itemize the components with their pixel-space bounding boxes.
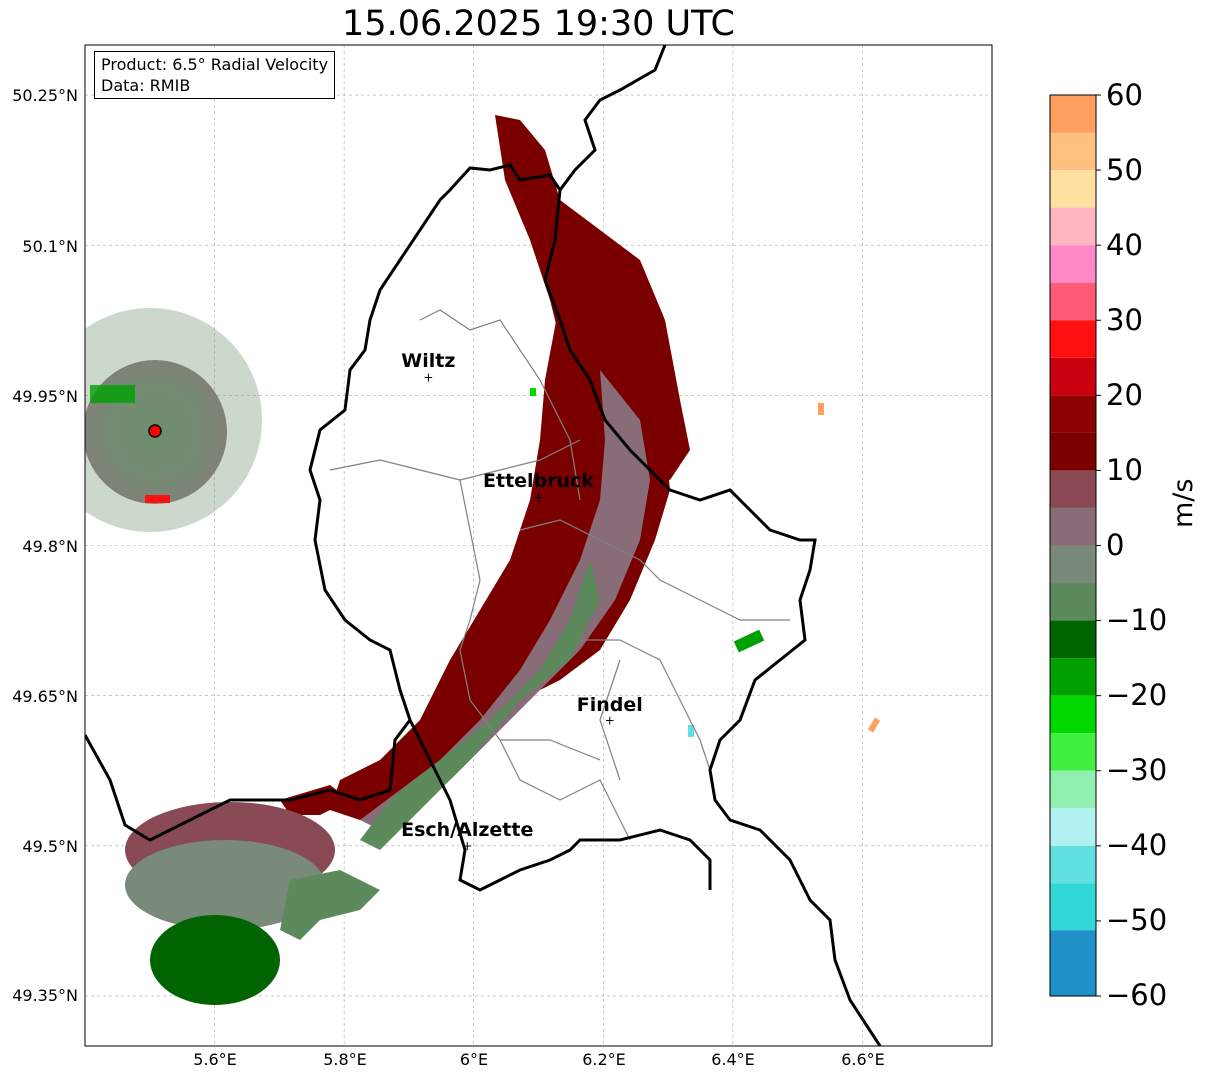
clutter-red-patch — [145, 495, 170, 503]
colorbar-segment — [1050, 170, 1096, 208]
colorbar-tick-label: −50 — [1106, 903, 1168, 937]
colorbar-segment — [1050, 470, 1096, 508]
lat-tick-label: 50.1°N — [22, 237, 78, 256]
echo-sw-scatter — [280, 870, 380, 940]
lon-tick-label: 6°E — [459, 1050, 489, 1069]
colorbar-segment — [1050, 245, 1096, 283]
city-marker: + — [462, 839, 472, 853]
colorbar-segment — [1050, 883, 1096, 931]
radar-clutter-outer — [85, 308, 262, 532]
colorbar-segment — [1050, 432, 1096, 471]
echo-band-main — [330, 300, 670, 820]
country-border — [85, 45, 882, 1046]
lat-tick-label: 50.25°N — [12, 86, 78, 105]
lat-tick-label: 49.95°N — [12, 387, 78, 406]
colorbar-segment — [1050, 132, 1096, 171]
colorbar-tick-label: 50 — [1106, 153, 1143, 187]
lat-tick-label: 49.65°N — [12, 687, 78, 706]
map-frame — [84, 44, 993, 1047]
colorbar — [1050, 95, 1096, 996]
city-label-ettelbruck: Ettelbruck — [483, 470, 594, 493]
product-info-box: Product: 6.5° Radial Velocity Data: RMIB — [94, 51, 336, 99]
city-marker: + — [423, 370, 433, 384]
city-marker: + — [533, 490, 543, 504]
lon-tick-label: 6.2°E — [582, 1050, 626, 1069]
colorbar-segment — [1050, 620, 1096, 659]
colorbar-segment — [1050, 320, 1096, 358]
colorbar-tick-label: −60 — [1106, 978, 1168, 1012]
colorbar-tick-label: −40 — [1106, 828, 1168, 862]
colorbar-segment — [1050, 658, 1096, 696]
map-title: 15.06.2025 19:30 UTC — [342, 4, 735, 44]
colorbar-tick-label: −30 — [1106, 753, 1168, 787]
lon-tick-label: 5.8°E — [323, 1050, 367, 1069]
colorbar-tick-label: −10 — [1106, 603, 1168, 637]
colorbar-segment — [1050, 733, 1096, 771]
colorbar-segment — [1050, 207, 1096, 246]
colorbar-segment — [1050, 545, 1096, 584]
echo-isolated-cyan — [688, 725, 694, 737]
lat-tick-label: 49.8°N — [22, 537, 78, 556]
colorbar-segment — [1050, 395, 1096, 433]
colorbar-segment — [1050, 282, 1096, 321]
borders — [85, 45, 882, 1046]
colorbar-segment — [1050, 770, 1096, 809]
radar-site-marker[interactable] — [148, 424, 162, 438]
colorbar-segment — [1050, 930, 1096, 996]
echo-band-dark-red — [495, 115, 690, 480]
colorbar-segment — [1050, 507, 1096, 546]
colorbar-segment — [1050, 95, 1096, 133]
lat-tick-label: 49.5°N — [22, 837, 78, 856]
lon-tick-label: 6.6°E — [841, 1050, 885, 1069]
colorbar-tick-label: 30 — [1106, 303, 1143, 337]
echo-sw-grey — [125, 840, 325, 930]
canton-boundaries — [329, 309, 790, 841]
colorbar-tick-label: 20 — [1106, 378, 1143, 412]
echo-band-tail — [280, 785, 350, 815]
echo-band-green-edge — [360, 560, 600, 850]
lon-tick-label: 6.4°E — [711, 1050, 755, 1069]
echo-isolated-green — [733, 629, 765, 653]
colorbar-tick-marks — [1096, 94, 1101, 997]
city-label-esch-alzette: Esch/Alzette — [401, 818, 534, 841]
echo-isolated-orange-2 — [867, 717, 881, 733]
colorbar-segment — [1050, 357, 1096, 396]
colorbar-tick-label: 40 — [1106, 228, 1143, 262]
product-label: Product: 6.5° Radial Velocity — [101, 55, 329, 74]
colorbar-segment — [1050, 808, 1096, 846]
colorbar-segment — [1050, 845, 1096, 884]
lon-tick-label: 5.6°E — [193, 1050, 237, 1069]
city-marker: + — [605, 714, 615, 728]
colorbar-segment — [1050, 695, 1096, 734]
colorbar-tick-label: 10 — [1106, 453, 1143, 487]
echo-isolated-orange — [818, 403, 824, 415]
colorbar-segment — [1050, 583, 1096, 621]
echo-isolated-bright-green — [530, 388, 536, 396]
clutter-green-patch — [90, 385, 135, 403]
data-source-label: Data: RMIB — [101, 76, 191, 95]
city-markers: + + + + — [423, 370, 614, 852]
colorbar-tick-label: −20 — [1106, 678, 1168, 712]
colorbar-tick-label: 60 — [1106, 78, 1143, 112]
colorbar-tick-label: 0 — [1106, 528, 1125, 562]
lat-tick-label: 49.35°N — [12, 986, 78, 1005]
echo-sw-green — [150, 915, 280, 1005]
city-label-findel: Findel — [576, 693, 643, 716]
city-label-wiltz: Wiltz — [401, 350, 456, 373]
colorbar-unit-label: m/s — [1168, 478, 1199, 528]
